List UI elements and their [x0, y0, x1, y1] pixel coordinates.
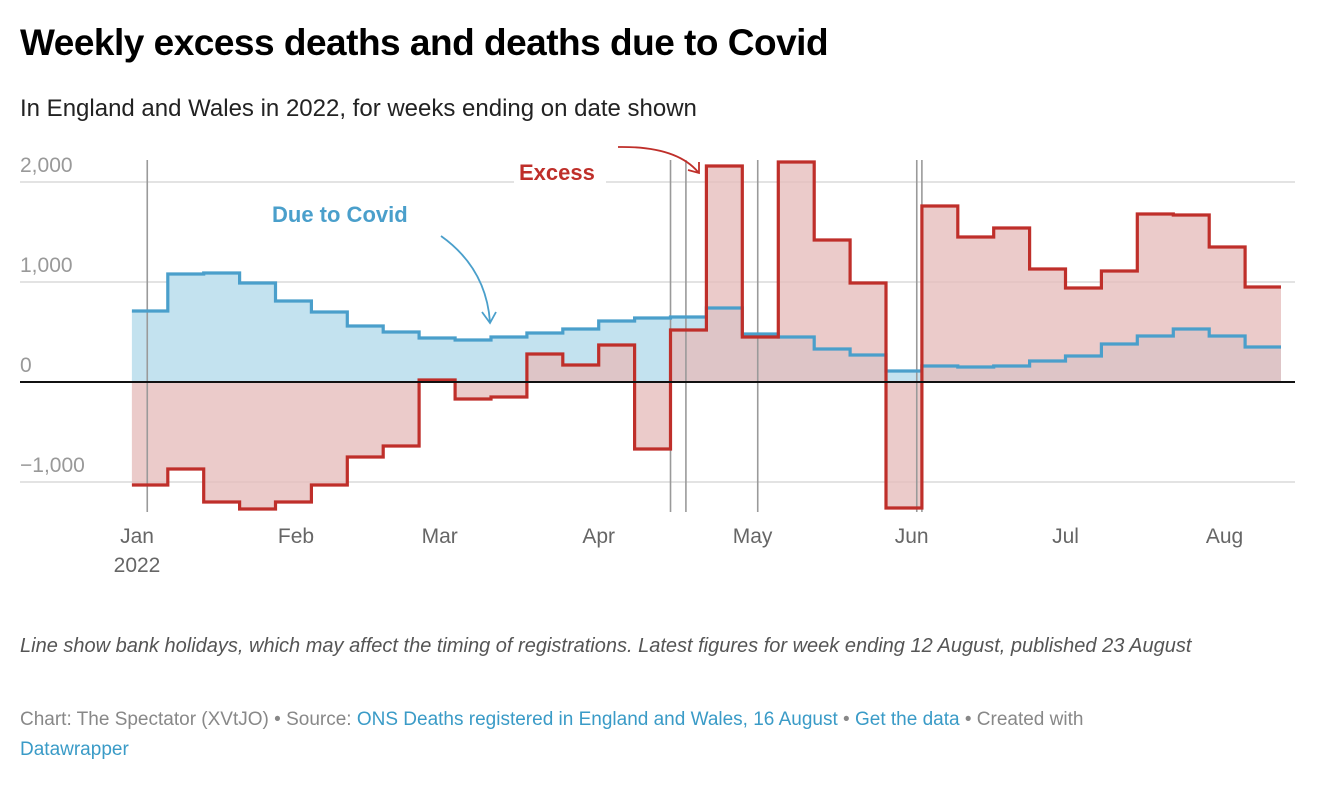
separator: •	[837, 709, 855, 730]
source-link[interactable]: ONS Deaths registered in England and Wal…	[356, 709, 838, 730]
x-tick-label: Aug	[1206, 525, 1243, 548]
y-tick-label: 1,000	[20, 254, 73, 277]
get-data-link[interactable]: Get the data	[854, 709, 960, 730]
x-tick-label: Mar	[422, 525, 458, 548]
y-axis: 2,000 1,000 0 −1,000	[20, 154, 85, 477]
series-lines	[131, 160, 1281, 511]
separator: •	[268, 709, 287, 730]
x-tick-label: Jan	[120, 525, 154, 548]
chart-area: 2,000 1,000 0 −1,000 Jan 2022 Feb Mar Apr May Jun…	[20, 146, 1295, 577]
line-excess	[131, 160, 1281, 511]
x-tick-sublabel: 2022	[114, 554, 161, 577]
area-excess	[131, 162, 1281, 509]
x-axis: Jan 2022 Feb Mar Apr May Jun Jul Aug	[114, 525, 1244, 577]
source-label: Source:	[286, 709, 357, 730]
annotation-background	[514, 156, 606, 186]
y-tick-label: 2,000	[20, 154, 73, 177]
y-tick-label: −1,000	[20, 454, 85, 477]
datawrapper-link[interactable]: Datawrapper	[20, 739, 129, 760]
separator: •	[959, 709, 977, 730]
x-tick-label: Jun	[895, 525, 929, 548]
annotations: Due to Covid Excess	[272, 146, 700, 325]
annotation-arrow-covid	[440, 235, 491, 323]
x-tick-label: May	[733, 525, 773, 548]
x-tick-label: Feb	[278, 525, 314, 548]
annotation-excess: Excess	[519, 160, 595, 185]
annotation-due-to-covid: Due to Covid	[272, 202, 408, 227]
arrow-head-icon	[481, 311, 497, 325]
chart-notes: Line show bank holidays, which may affec…	[20, 635, 1192, 657]
chart-footer: Chart: The Spectator (XVtJO) • Source: O…	[20, 705, 1320, 765]
chart-title: Weekly excess deaths and deaths due to C…	[20, 22, 829, 63]
y-tick-label: 0	[20, 354, 32, 377]
annotation-arrow-excess	[617, 146, 699, 173]
arrow-head-icon	[687, 162, 700, 175]
chart-credit: Chart: The Spectator (XVtJO)	[20, 709, 269, 730]
created-with-label: Created with	[976, 709, 1084, 730]
x-tick-label: Jul	[1052, 525, 1079, 548]
chart-subtitle: In England and Wales in 2022, for weeks …	[20, 95, 697, 122]
x-tick-label: Apr	[582, 525, 615, 548]
